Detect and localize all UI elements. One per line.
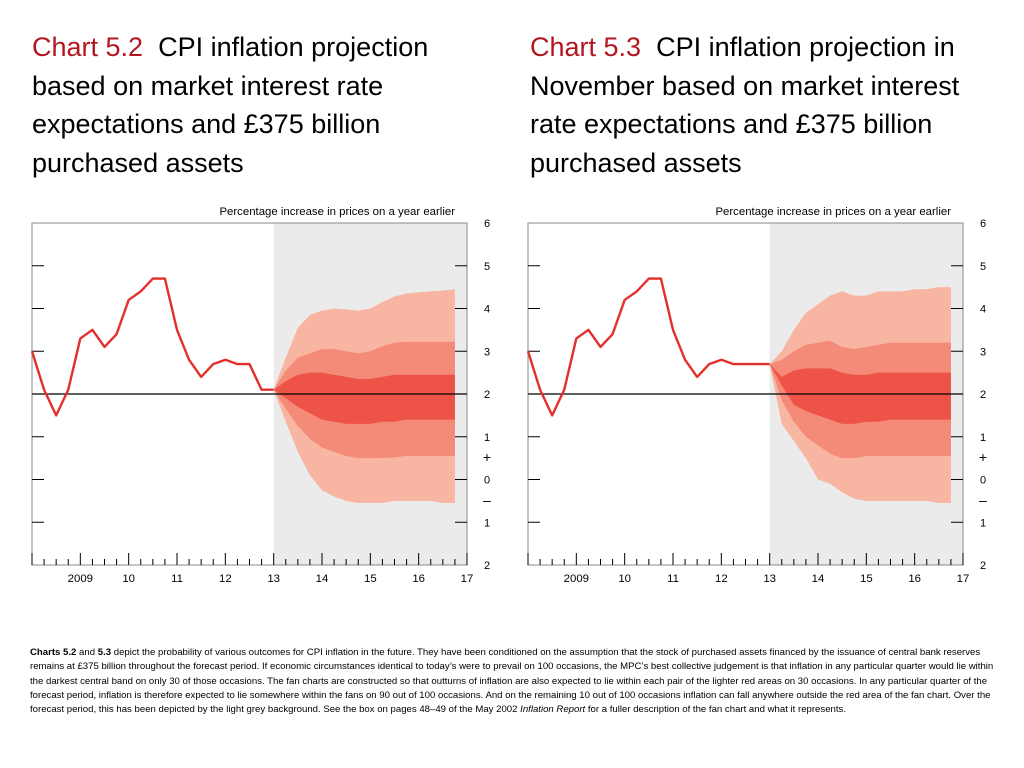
cpi-history-line [526,277,770,417]
x-tick-label: 13 [763,573,776,585]
x-tick-label: 17 [461,573,474,585]
y-axis-label: Percentage increase in prices on a year … [715,206,951,218]
chart-5-3-title: Chart 5.3 CPI inflation projection in No… [530,28,1000,182]
x-tick-label: 12 [219,573,232,585]
y-tick-label: 1 [484,517,490,529]
caption-text: depict the probability of various outcom… [30,647,994,716]
x-tick-label: 15 [860,573,873,585]
caption-italic-report: Inflation Report [520,704,586,716]
y-tick-label: 2 [980,560,986,572]
x-tick-label: 13 [267,573,280,585]
y-tick-label: 1 [980,517,986,529]
x-tick-label: 10 [618,573,631,585]
y-tick-label: 5 [484,261,490,273]
cpi-history-line [30,277,274,417]
y-tick-label: 2 [484,560,490,572]
fan-inner-band [273,372,455,424]
y-tick-label: 0 [484,475,490,487]
chart-5-2-title: Chart 5.2 CPI inflation projection based… [32,28,502,182]
caption-and: and [76,647,98,658]
x-tick-label: 12 [715,573,728,585]
y-tick-label: 5 [980,261,986,273]
y-axis-label: Percentage increase in prices on a year … [219,206,455,218]
y-tick-label: 4 [484,304,490,316]
y-tick-label: 6 [484,218,490,230]
chart-number: Chart 5.2 [32,32,144,62]
y-tick-label: 3 [980,346,986,358]
y-tick-label: – [979,492,987,508]
x-tick-label: 2009 [564,573,589,585]
y-tick-label: 2 [484,389,490,401]
x-tick-label: 14 [316,573,329,585]
y-tick-label: 2 [980,389,986,401]
y-tick-label: 3 [484,346,490,358]
y-tick-label: 0 [980,475,986,487]
x-tick-label: 16 [412,573,425,585]
caption-bold-number: 5.3 [97,647,112,658]
y-tick-label: 1 [484,432,490,444]
y-tick-label: – [483,492,491,508]
x-tick-label: 10 [122,573,135,585]
figure-caption: Charts 5.2 and 5.3 depict the probabilit… [30,646,995,717]
y-tick-label: + [483,449,491,465]
caption-bold-charts: Charts 5.2 [30,647,77,658]
y-tick-label: 6 [980,218,986,230]
x-tick-label: 14 [812,573,825,585]
x-tick-label: 11 [171,573,183,585]
x-tick-label: 11 [667,573,679,585]
caption-text-end: for a fuller description of the fan char… [585,704,846,716]
y-tick-label: + [979,449,987,465]
x-tick-label: 16 [908,573,921,585]
chart-number: Chart 5.3 [530,32,642,62]
chart-title-text: CPI inflation projection based on market… [32,32,429,178]
y-tick-label: 4 [980,304,986,316]
x-tick-label: 2009 [68,573,93,585]
x-tick-label: 17 [957,573,970,585]
x-tick-label: 15 [364,573,377,585]
y-tick-label: 1 [980,432,986,444]
chart-title-text: CPI inflation projection in November bas… [530,32,960,178]
